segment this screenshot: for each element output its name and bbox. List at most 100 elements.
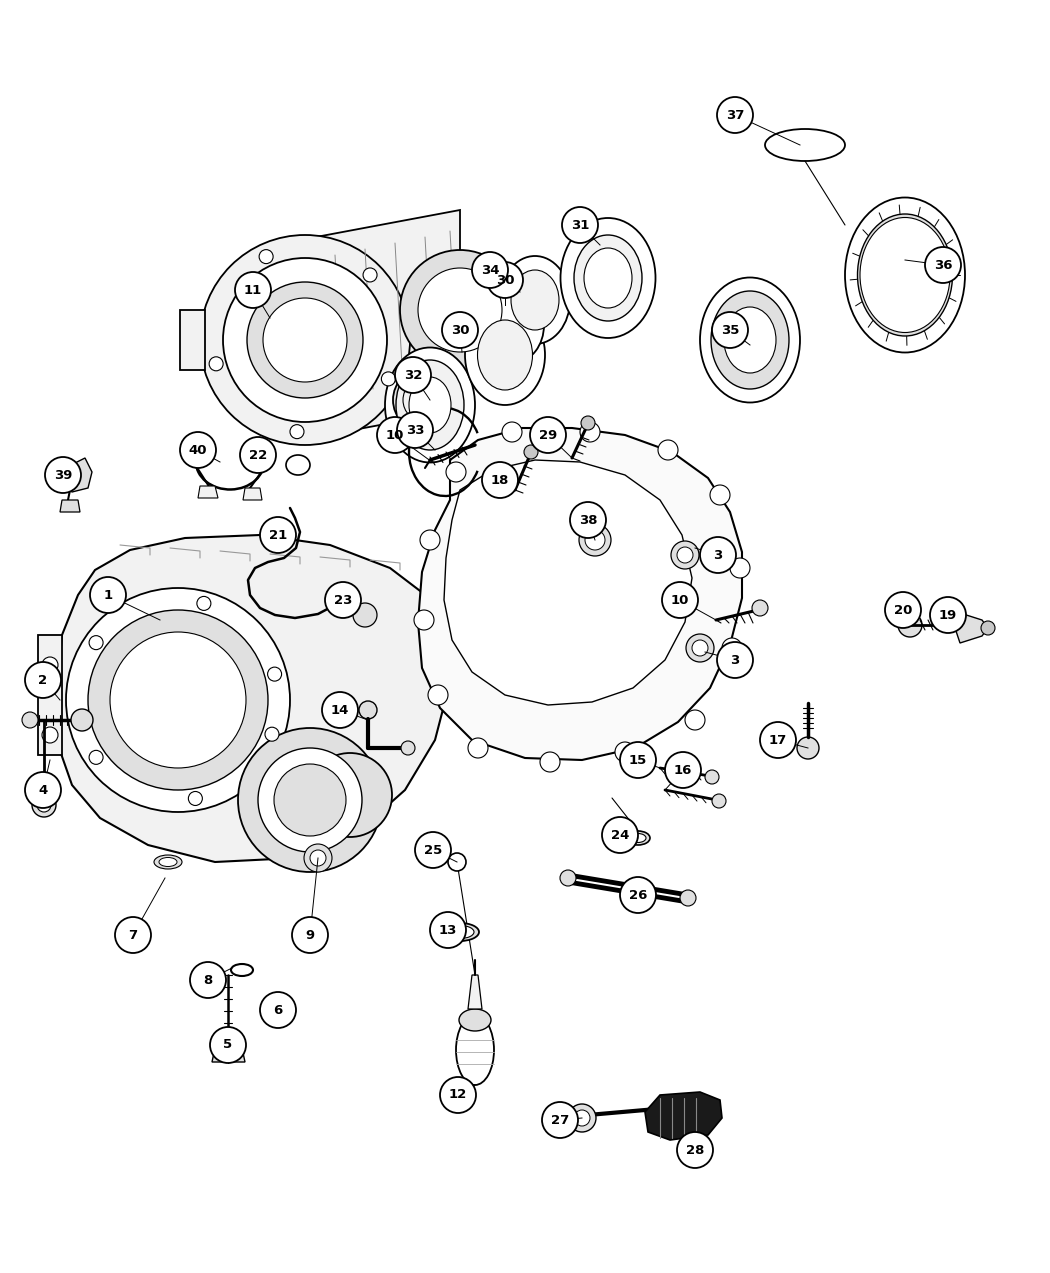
Circle shape — [393, 368, 457, 432]
Polygon shape — [212, 1048, 245, 1062]
Text: 6: 6 — [273, 1003, 282, 1017]
Circle shape — [677, 1132, 713, 1169]
Polygon shape — [180, 311, 205, 370]
Polygon shape — [468, 975, 482, 1009]
Circle shape — [722, 638, 742, 658]
Circle shape — [440, 1077, 476, 1113]
Circle shape — [620, 742, 656, 778]
Circle shape — [25, 662, 61, 698]
Text: 7: 7 — [128, 928, 138, 942]
Polygon shape — [60, 500, 80, 512]
Ellipse shape — [231, 964, 253, 976]
Circle shape — [322, 693, 358, 728]
Text: 2: 2 — [39, 673, 47, 686]
Circle shape — [560, 869, 576, 886]
Circle shape — [381, 372, 396, 386]
Text: 10: 10 — [385, 429, 404, 442]
Ellipse shape — [765, 129, 845, 160]
Ellipse shape — [446, 925, 474, 938]
Text: 3: 3 — [731, 653, 739, 667]
Text: 25: 25 — [424, 844, 442, 857]
Circle shape — [665, 752, 701, 788]
Circle shape — [680, 890, 696, 906]
Text: 11: 11 — [244, 284, 262, 297]
Circle shape — [260, 517, 296, 552]
Text: 13: 13 — [439, 923, 457, 937]
Circle shape — [580, 423, 600, 442]
Text: 32: 32 — [404, 368, 422, 382]
Text: 20: 20 — [894, 603, 912, 616]
Polygon shape — [198, 486, 218, 498]
Ellipse shape — [845, 197, 965, 353]
Circle shape — [395, 356, 430, 393]
Ellipse shape — [286, 454, 310, 475]
Ellipse shape — [561, 218, 655, 339]
Circle shape — [692, 640, 708, 656]
Circle shape — [686, 634, 714, 662]
Circle shape — [235, 272, 271, 308]
Circle shape — [32, 793, 56, 817]
Circle shape — [420, 530, 440, 550]
Text: 39: 39 — [54, 468, 72, 481]
Text: 36: 36 — [933, 258, 952, 271]
Circle shape — [925, 247, 961, 283]
Circle shape — [25, 771, 61, 808]
Text: 8: 8 — [204, 974, 212, 987]
Ellipse shape — [456, 1015, 493, 1085]
Text: 26: 26 — [629, 889, 647, 901]
Text: 1: 1 — [104, 588, 112, 602]
Ellipse shape — [700, 278, 800, 402]
Ellipse shape — [396, 360, 464, 449]
Text: 14: 14 — [331, 704, 350, 717]
Circle shape — [415, 833, 452, 868]
Text: 29: 29 — [539, 429, 558, 442]
Circle shape — [414, 610, 434, 630]
Text: 23: 23 — [334, 593, 352, 606]
Circle shape — [585, 530, 605, 550]
Circle shape — [353, 603, 377, 628]
Text: 21: 21 — [269, 528, 287, 541]
Circle shape — [482, 462, 518, 498]
Circle shape — [262, 298, 346, 382]
Circle shape — [568, 1104, 596, 1132]
Circle shape — [712, 312, 748, 348]
Circle shape — [570, 502, 606, 538]
Circle shape — [238, 728, 382, 872]
Circle shape — [71, 709, 93, 731]
Circle shape — [45, 457, 81, 493]
Ellipse shape — [711, 292, 789, 390]
Text: 3: 3 — [713, 549, 722, 561]
Circle shape — [658, 440, 678, 460]
Circle shape — [290, 425, 304, 439]
Circle shape — [89, 750, 103, 764]
Circle shape — [579, 524, 611, 556]
Circle shape — [487, 262, 523, 298]
Ellipse shape — [511, 270, 559, 330]
Circle shape — [180, 432, 216, 468]
Text: 4: 4 — [39, 783, 47, 797]
Circle shape — [730, 558, 750, 578]
Circle shape — [581, 416, 595, 430]
Text: 15: 15 — [629, 754, 647, 766]
Circle shape — [210, 1027, 246, 1063]
Text: 33: 33 — [405, 424, 424, 437]
Ellipse shape — [858, 214, 952, 336]
Text: 31: 31 — [571, 219, 589, 232]
Circle shape — [620, 877, 656, 913]
Circle shape — [530, 418, 566, 453]
Circle shape — [89, 635, 103, 649]
Circle shape — [200, 236, 410, 446]
Text: 27: 27 — [551, 1114, 569, 1127]
Ellipse shape — [465, 306, 545, 405]
Circle shape — [240, 437, 276, 474]
Circle shape — [258, 749, 362, 852]
Polygon shape — [645, 1092, 722, 1141]
Text: 38: 38 — [579, 513, 597, 527]
Circle shape — [209, 356, 224, 370]
Circle shape — [397, 412, 433, 448]
Ellipse shape — [574, 236, 642, 321]
Circle shape — [448, 853, 466, 871]
Circle shape — [259, 250, 273, 264]
Polygon shape — [418, 428, 742, 760]
Ellipse shape — [269, 1006, 287, 1015]
